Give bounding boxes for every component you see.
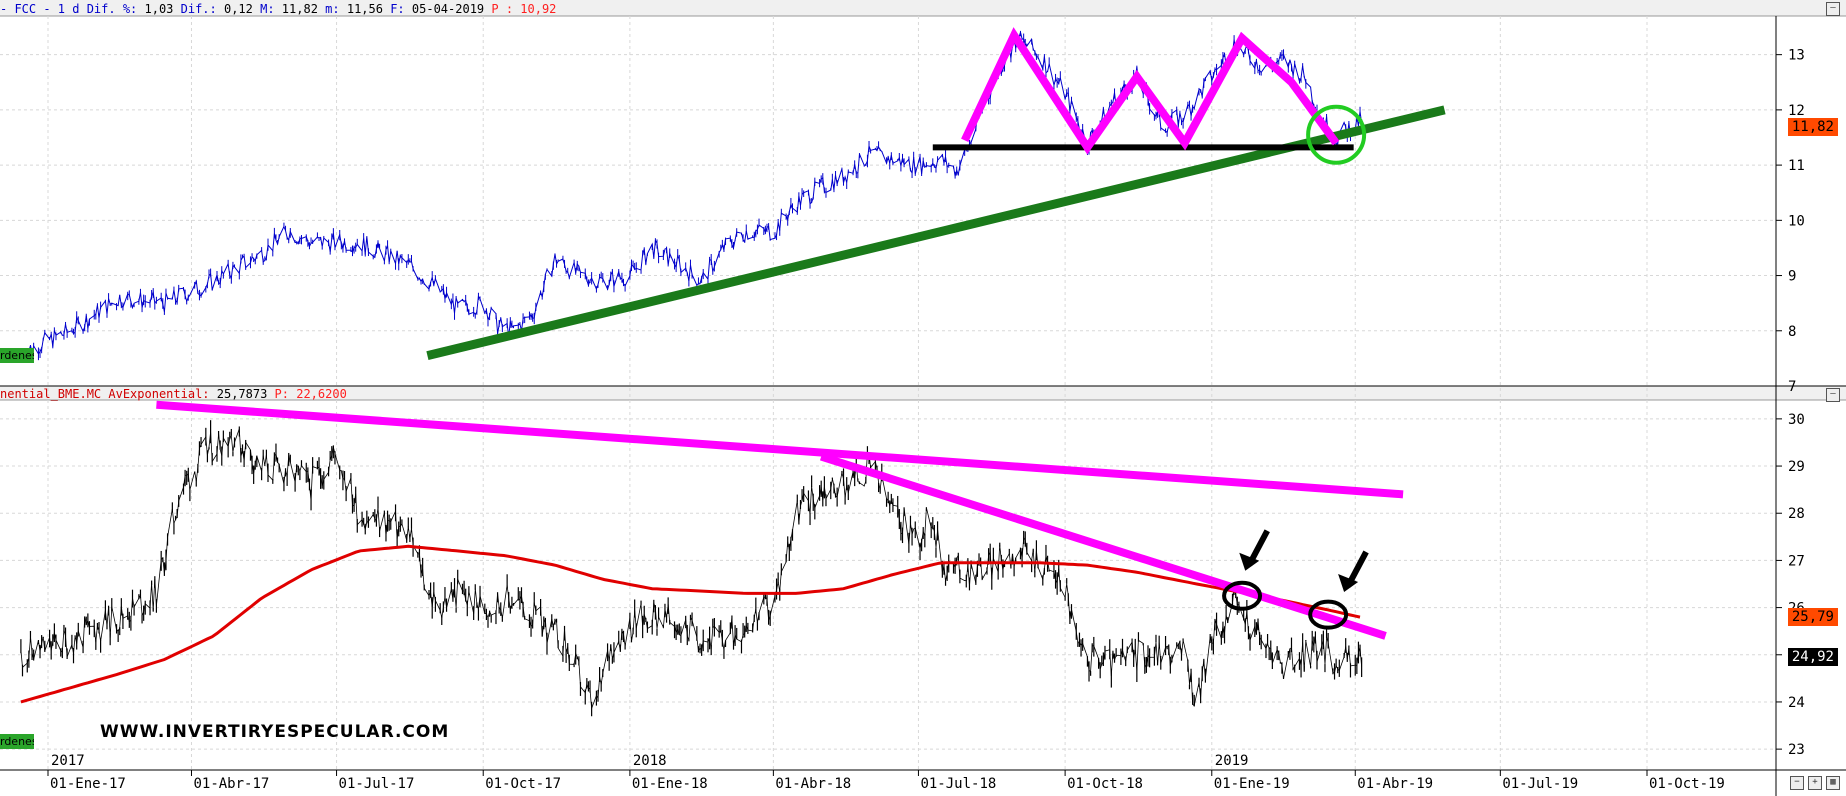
x-tick-label: 01-Ene-19	[1214, 776, 1290, 792]
axes: 78910111213232425262728293001-Ene-1701-A…	[47, 48, 1805, 792]
bottom-panel-minimize-button[interactable]: –	[1826, 388, 1840, 402]
year-label: 2017	[51, 753, 85, 769]
ratio-last-value-tag: 24,92	[1788, 648, 1838, 666]
bottom-header-bar	[0, 386, 1846, 400]
short-resistance-line	[819, 452, 1387, 640]
support-trendline	[426, 105, 1446, 361]
header-part: - FCC -	[0, 2, 58, 16]
year-label: 2019	[1215, 753, 1249, 769]
touch-circle	[1308, 599, 1349, 630]
fcc-price-series	[20, 30, 1363, 363]
zoom-out-button[interactable]: −	[1790, 776, 1804, 790]
x-tick-label: 01-Abr-19	[1357, 776, 1433, 792]
y-tick-label: 28	[1788, 506, 1805, 522]
top-panel-minimize-button[interactable]: –	[1826, 2, 1840, 16]
orders-label-top: rdenes	[0, 348, 34, 363]
header-part: 1 d	[57, 2, 87, 16]
header-part: P : 10,92	[491, 2, 557, 16]
y-tick-label: 29	[1788, 459, 1805, 475]
x-tick-label: 01-Oct-18	[1067, 776, 1143, 792]
ratio-overlays	[156, 400, 1404, 640]
x-tick-label: 01-Abr-18	[775, 776, 851, 792]
ema-line	[20, 544, 1361, 704]
header-part: 25,7873	[216, 387, 275, 401]
y-tick-label: 30	[1788, 412, 1805, 428]
year-label: 2018	[633, 753, 667, 769]
arrow-head	[1338, 573, 1359, 592]
x-tick-label: 01-Oct-19	[1649, 776, 1725, 792]
x-tick-label: 01-Ene-18	[632, 776, 708, 792]
y-tick-label: 10	[1788, 213, 1805, 229]
header-part: 11,82	[281, 2, 326, 16]
header-part: M:	[260, 2, 282, 16]
header-part: 0,12	[223, 2, 261, 16]
grid	[0, 16, 1776, 770]
top-header-bar	[0, 0, 1846, 16]
touch-circle	[1222, 580, 1263, 611]
breakout-highlight-circle	[1306, 104, 1367, 165]
y-tick-label: 12	[1788, 103, 1805, 119]
y-tick-label: 11	[1788, 158, 1805, 174]
x-tick-label: 01-Oct-17	[485, 776, 561, 792]
long-resistance-line	[156, 400, 1404, 499]
header-part: Dif. %:	[86, 2, 145, 16]
orders-label-bottom: rdenes	[0, 734, 34, 749]
fcc-price-line	[20, 30, 1363, 359]
y-tick-label: 24	[1788, 695, 1805, 711]
x-tick-label: 01-Jul-19	[1502, 776, 1578, 792]
y-tick-label: 13	[1788, 48, 1805, 64]
x-tick-label: 01-Abr-17	[193, 776, 269, 792]
ratio-header: nential_BME.MC AvExponential: 25,7873 P:…	[0, 386, 347, 402]
fcc-last-price-tag: 11,82	[1788, 118, 1838, 136]
x-tick-label: 01-Ene-17	[50, 776, 126, 792]
header-part: 1,03	[144, 2, 181, 16]
y-tick-label: 9	[1788, 269, 1796, 285]
watermark: WWW.INVERTIRYESPECULAR.COM	[100, 722, 450, 742]
ratio-line	[20, 428, 1362, 709]
fcc-header: - FCC - 1 d Dif. %: 1,03 Dif.: 0,12 M: 1…	[0, 1, 556, 17]
header-part: 11,56	[346, 2, 391, 16]
ema-value-tag: 25,79	[1788, 608, 1838, 626]
header-part: nential_BME.MC AvExponential:	[0, 387, 217, 401]
ratio-series	[20, 420, 1363, 717]
y-tick-label: 27	[1788, 553, 1805, 569]
header-part: P: 22,6200	[274, 387, 347, 401]
fcc-overlays	[426, 27, 1446, 361]
zoom-in-button[interactable]: +	[1808, 776, 1822, 790]
header-part: 05-04-2019	[411, 2, 492, 16]
header-part: Dif.:	[180, 2, 224, 16]
double-top-pattern	[961, 27, 1340, 155]
header-part: m:	[325, 2, 347, 16]
y-tick-label: 23	[1788, 742, 1805, 758]
x-tick-label: 01-Jul-18	[920, 776, 996, 792]
header-part: F:	[390, 2, 412, 16]
x-tick-label: 01-Jul-17	[339, 776, 415, 792]
y-tick-label: 8	[1788, 324, 1796, 340]
y-tick-label: 7	[1788, 379, 1796, 395]
settings-button[interactable]: ▦	[1826, 776, 1840, 790]
arrow-head	[1239, 552, 1260, 571]
